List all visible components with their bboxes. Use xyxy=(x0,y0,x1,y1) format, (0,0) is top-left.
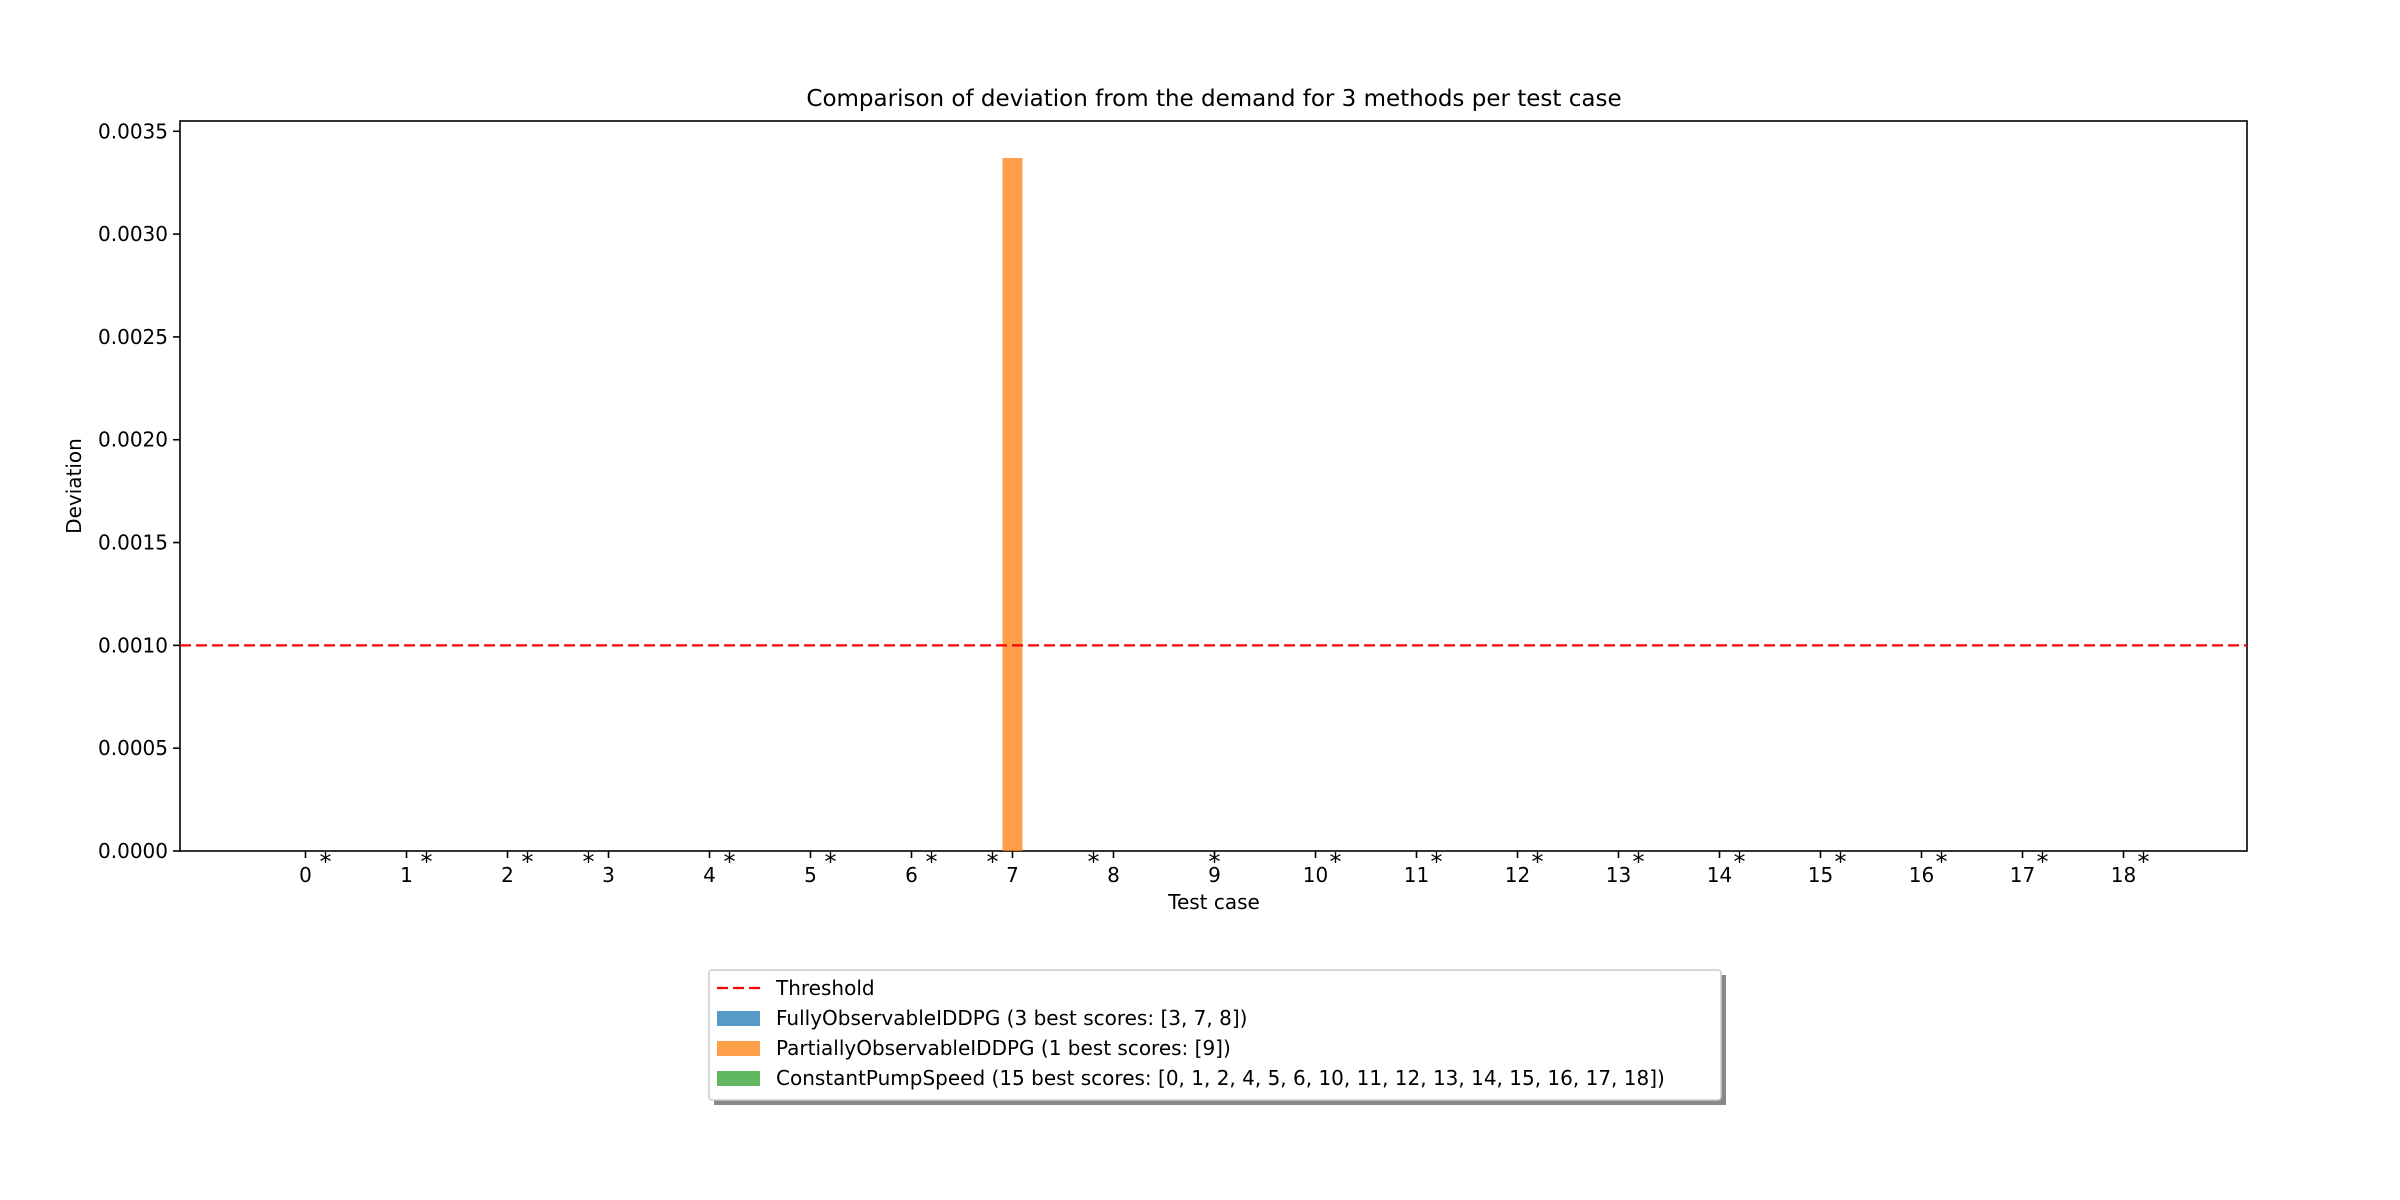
legend-swatch-partially-observable xyxy=(717,1041,760,1056)
best-marker: * xyxy=(522,848,534,876)
legend-swatch-fully-observable xyxy=(717,1011,760,1026)
y-axis: 0.0000 0.0005 0.0010 0.0015 0.0020 0.0025 0.00… xyxy=(98,119,180,863)
x-axis-label: Test case xyxy=(1167,890,1260,914)
bar-partially-observable xyxy=(1002,158,1023,851)
x-tick-label: 8 xyxy=(1107,863,1120,887)
best-marker: * xyxy=(1209,848,1221,876)
best-marker: * xyxy=(1330,848,1342,876)
x-tick-label: 9 xyxy=(1208,863,1221,887)
x-tick-label: 14 xyxy=(1707,863,1732,887)
legend: Threshold FullyObservableIDDPG (3 best s… xyxy=(708,969,1726,1105)
best-marker: * xyxy=(2138,848,2150,876)
y-tick-label: 0.0010 xyxy=(98,633,168,657)
y-tick-label: 0.0025 xyxy=(98,325,168,349)
plot-frame xyxy=(179,120,2248,852)
x-tick-label: 5 xyxy=(804,863,817,887)
legend-label-partially-observable: PartiallyObservableIDDPG (1 best scores:… xyxy=(776,1036,1231,1060)
best-marker: * xyxy=(926,848,938,876)
x-tick-label: 12 xyxy=(1505,863,1530,887)
legend-threshold-label: Threshold xyxy=(775,976,875,1000)
best-marker: * xyxy=(421,848,433,876)
x-tick-label: 2 xyxy=(501,863,514,887)
x-tick-label: 11 xyxy=(1404,863,1429,887)
best-marker: * xyxy=(1936,848,1948,876)
x-tick-label: 7 xyxy=(1006,863,1019,887)
best-marker: * xyxy=(1734,848,1746,876)
legend-label-fully-observable: FullyObservableIDDPG (3 best scores: [3,… xyxy=(776,1006,1247,1030)
plot-area: * * * * * * * * * * * * * * * * * * * xyxy=(179,120,2248,876)
y-tick-label: 0.0005 xyxy=(98,736,168,760)
y-tick-label: 0.0000 xyxy=(98,839,168,863)
best-marker: * xyxy=(1835,848,1847,876)
x-tick-label: 15 xyxy=(1808,863,1833,887)
y-tick-label: 0.0035 xyxy=(98,119,168,143)
best-marker: * xyxy=(1532,848,1544,876)
x-tick-label: 13 xyxy=(1606,863,1631,887)
y-tick-label: 0.0015 xyxy=(98,531,168,555)
x-tick-label: 3 xyxy=(602,863,615,887)
x-tick-label: 10 xyxy=(1303,863,1328,887)
x-axis: 0 1 2 3 4 5 6 7 8 9 10 11 12 13 14 15 16 17 18 xyxy=(299,851,2136,887)
bars xyxy=(1002,158,1023,851)
best-marker: * xyxy=(2037,848,2049,876)
x-tick-label: 6 xyxy=(905,863,918,887)
y-tick-label: 0.0020 xyxy=(98,428,168,452)
best-markers: * * * * * * * * * * * * * * * * * * * xyxy=(320,848,2150,876)
best-marker: * xyxy=(583,848,595,876)
y-axis-label: Deviation xyxy=(62,438,86,534)
best-marker: * xyxy=(1633,848,1645,876)
best-marker: * xyxy=(724,848,736,876)
best-marker: * xyxy=(1088,848,1100,876)
chart-title: Comparison of deviation from the demand … xyxy=(806,86,1621,112)
legend-swatch-constant-pump-speed xyxy=(717,1071,760,1086)
best-marker: * xyxy=(987,848,999,876)
x-tick-label: 16 xyxy=(1909,863,1934,887)
best-marker: * xyxy=(1431,848,1443,876)
x-tick-label: 1 xyxy=(400,863,413,887)
y-tick-label: 0.0030 xyxy=(98,222,168,246)
best-marker: * xyxy=(320,848,332,876)
x-tick-label: 0 xyxy=(299,863,312,887)
x-tick-label: 18 xyxy=(2111,863,2136,887)
legend-box xyxy=(708,969,1722,1101)
legend-label-constant-pump-speed: ConstantPumpSpeed (15 best scores: [0, 1… xyxy=(776,1066,1665,1090)
best-marker: * xyxy=(825,848,837,876)
x-tick-label: 4 xyxy=(703,863,716,887)
x-tick-label: 17 xyxy=(2010,863,2035,887)
